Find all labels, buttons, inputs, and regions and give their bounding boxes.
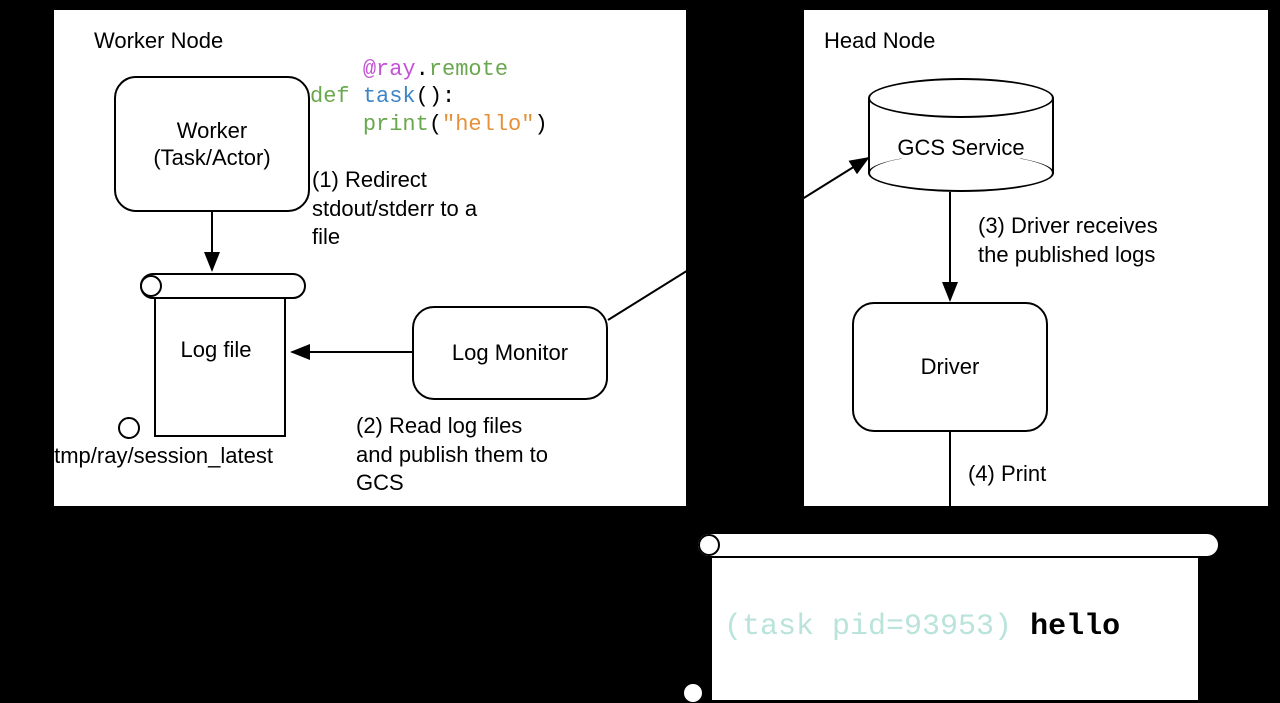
- code-remote: remote: [429, 57, 508, 82]
- code-string: "hello": [442, 112, 534, 137]
- code-def: def: [310, 84, 363, 109]
- log-file-scroll: Log file: [126, 273, 306, 441]
- gcs-top-ellipse: [868, 78, 1054, 118]
- log-file-label: Log file: [126, 337, 306, 363]
- log-file-bottom-curl: [118, 417, 140, 439]
- log-monitor-box: Log Monitor: [412, 306, 608, 400]
- gcs-cylinder: GCS Service: [868, 78, 1054, 192]
- code-parens: ():: [416, 84, 456, 109]
- worker-box-line1: Worker: [153, 117, 270, 145]
- head-node-title: Head Node: [824, 28, 935, 54]
- log-path-label: /tmp/ray/session_latest: [48, 442, 273, 471]
- output-msg: hello: [1030, 610, 1120, 644]
- driver-label: Driver: [921, 353, 980, 381]
- output-top-curl: [698, 534, 720, 556]
- code-open-paren: (: [429, 112, 442, 137]
- log-file-top-curl: [140, 275, 162, 297]
- worker-box: Worker (Task/Actor): [114, 76, 310, 212]
- code-snippet: @ray.remote def task(): print("hello"): [310, 28, 548, 166]
- code-dot: .: [416, 57, 429, 82]
- log-file-top-roll: [140, 273, 306, 299]
- output-top-roll: [696, 532, 1220, 558]
- driver-box: Driver: [852, 302, 1048, 432]
- code-decorator-ray: ray: [376, 57, 416, 82]
- code-close-paren: ): [534, 112, 547, 137]
- step3-label: (3) Driver receives the published logs: [978, 212, 1158, 269]
- worker-node-title: Worker Node: [94, 28, 223, 54]
- step4-label: (4) Print: [968, 460, 1046, 489]
- output-bottom-curl: [682, 682, 704, 703]
- code-fn: task: [363, 84, 416, 109]
- worker-box-line2: (Task/Actor): [153, 144, 270, 172]
- step1-label: (1) Redirect stdout/stderr to a file: [312, 166, 477, 252]
- code-decorator-at: @: [363, 57, 376, 82]
- code-print: print: [363, 112, 429, 137]
- output-text: (task pid=93953) hello: [724, 610, 1120, 644]
- log-monitor-label: Log Monitor: [452, 339, 568, 367]
- diagram-stage: Worker Node Head Node @ray.remote def tas…: [0, 0, 1280, 703]
- step2-label: (2) Read log files and publish them to G…: [356, 412, 548, 498]
- gcs-label: GCS Service: [868, 134, 1054, 163]
- code-indent: [310, 112, 363, 137]
- output-scroll: (task pid=93953) hello: [690, 532, 1220, 703]
- output-pid: (task pid=93953): [724, 610, 1030, 644]
